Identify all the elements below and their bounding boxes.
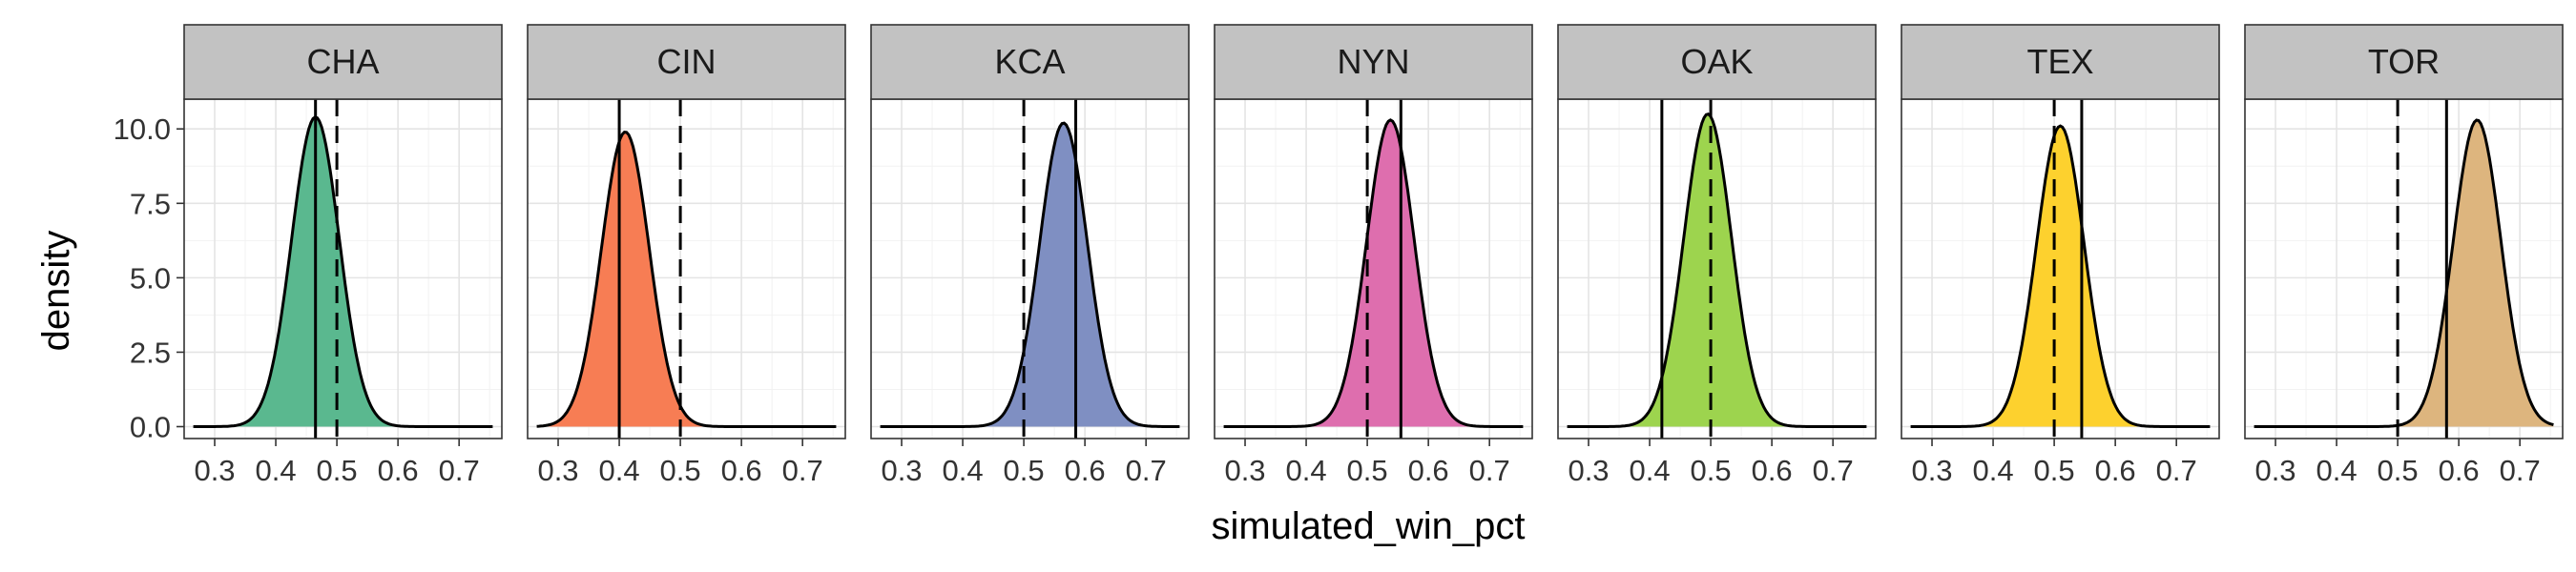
density-curve-kca <box>880 121 1180 428</box>
facet-panel-nyn: NYN 0.3 0.4 0.5 0.6 0.7 <box>1214 24 1533 487</box>
density-curve-tor <box>2254 118 2554 428</box>
x-tick-label: 0.7 <box>439 454 480 487</box>
x-tick-label: 0.6 <box>2095 454 2136 487</box>
x-tick-label: 0.6 <box>2439 454 2480 487</box>
x-tick-label: 0.5 <box>1004 454 1045 487</box>
x-tick-label: 0.6 <box>721 454 762 487</box>
strip-background <box>1214 24 1533 100</box>
x-tick-label: 0.3 <box>1224 454 1265 487</box>
strip-label: OAK <box>1680 42 1753 81</box>
x-tick-label: 0.4 <box>2316 454 2358 487</box>
facet-panel-tex: TEX 0.3 0.4 0.5 0.6 0.7 <box>1901 24 2220 487</box>
facet-panel-tor: TOR 0.3 0.4 0.5 0.6 0.7 <box>2244 24 2564 487</box>
x-tick-label: 0.5 <box>2378 454 2419 487</box>
x-tick-label: 0.7 <box>1469 454 1510 487</box>
x-tick-label: 0.6 <box>1408 454 1449 487</box>
strip-label: TOR <box>2368 42 2440 81</box>
density-curve-tex <box>1910 124 2211 428</box>
facet-panel-oak: OAK 0.3 0.4 0.5 0.6 0.7 <box>1557 24 1877 487</box>
facet-panels: CHA 0.3 0.4 0.5 0.6 0.7 CIN 0.3 0.4 0.5 0.6 0.7 KCA 0… <box>183 24 2564 487</box>
density-area-nyn <box>1223 119 1524 427</box>
density-curve-nyn <box>1223 118 1524 428</box>
x-tick-label: 0.6 <box>1752 454 1793 487</box>
x-tick-label: 0.4 <box>1973 454 2014 487</box>
x-tick-label: 0.3 <box>537 454 578 487</box>
x-tick-label: 0.5 <box>2034 454 2075 487</box>
x-tick-label: 0.3 <box>1911 454 1952 487</box>
facet-panel-kca: KCA 0.3 0.4 0.5 0.6 0.7 <box>870 24 1190 487</box>
x-tick-label: 0.7 <box>1813 454 1854 487</box>
y-tick-label: 5.0 <box>130 261 171 295</box>
x-tick-label: 0.4 <box>599 454 640 487</box>
x-tick-label: 0.7 <box>2500 454 2541 487</box>
density-area-oak <box>1567 113 1867 427</box>
panel-background <box>528 99 845 439</box>
facet-panel-cha: CHA 0.3 0.4 0.5 0.6 0.7 <box>183 24 503 487</box>
x-tick-label: 0.6 <box>1065 454 1106 487</box>
x-tick-label: 0.4 <box>1286 454 1327 487</box>
x-tick-label: 0.3 <box>2254 454 2296 487</box>
strip-background <box>527 24 846 100</box>
strip-label: TEX <box>2026 42 2093 81</box>
x-tick-label: 0.7 <box>782 454 823 487</box>
strip-label: NYN <box>1337 42 1409 81</box>
y-tick-label: 0.0 <box>130 411 171 444</box>
y-axis-title: density <box>35 231 77 352</box>
density-area-kca <box>880 123 1180 427</box>
x-tick-label: 0.3 <box>1568 454 1609 487</box>
strip-label: KCA <box>994 42 1065 81</box>
strip-label: CHA <box>306 42 379 81</box>
x-tick-label: 0.4 <box>943 454 984 487</box>
y-tick-label: 2.5 <box>130 336 171 369</box>
strip-background <box>870 24 1190 100</box>
density-curve-cin <box>536 131 837 428</box>
x-tick-label: 0.6 <box>378 454 419 487</box>
x-tick-label: 0.5 <box>317 454 358 487</box>
x-tick-label: 0.5 <box>1691 454 1732 487</box>
facet-panel-cin: CIN 0.3 0.4 0.5 0.6 0.7 <box>527 24 846 487</box>
x-axis-title: simulated_win_pct <box>1211 505 1525 547</box>
density-area-cin <box>536 132 837 427</box>
x-tick-label: 0.3 <box>881 454 922 487</box>
y-tick-label: 7.5 <box>130 187 171 220</box>
density-area-tex <box>1910 126 2211 427</box>
x-tick-label: 0.3 <box>194 454 235 487</box>
x-tick-label: 0.4 <box>1630 454 1671 487</box>
density-curve-cha <box>193 115 493 428</box>
x-tick-label: 0.4 <box>256 454 297 487</box>
density-curve-oak <box>1567 112 1867 428</box>
strip-label: CIN <box>657 42 717 81</box>
x-tick-label: 0.5 <box>660 454 701 487</box>
strip-background <box>1901 24 2220 100</box>
y-tick-label: 10.0 <box>114 112 171 146</box>
strip-background <box>183 24 503 100</box>
y-axis: 0.0 2.5 5.0 7.5 10.0 <box>114 112 184 444</box>
x-tick-label: 0.7 <box>1126 454 1167 487</box>
density-area-tor <box>2254 120 2554 427</box>
strip-background <box>2244 24 2564 100</box>
x-tick-label: 0.5 <box>1347 454 1388 487</box>
x-tick-label: 0.7 <box>2156 454 2197 487</box>
strip-background <box>1557 24 1877 100</box>
